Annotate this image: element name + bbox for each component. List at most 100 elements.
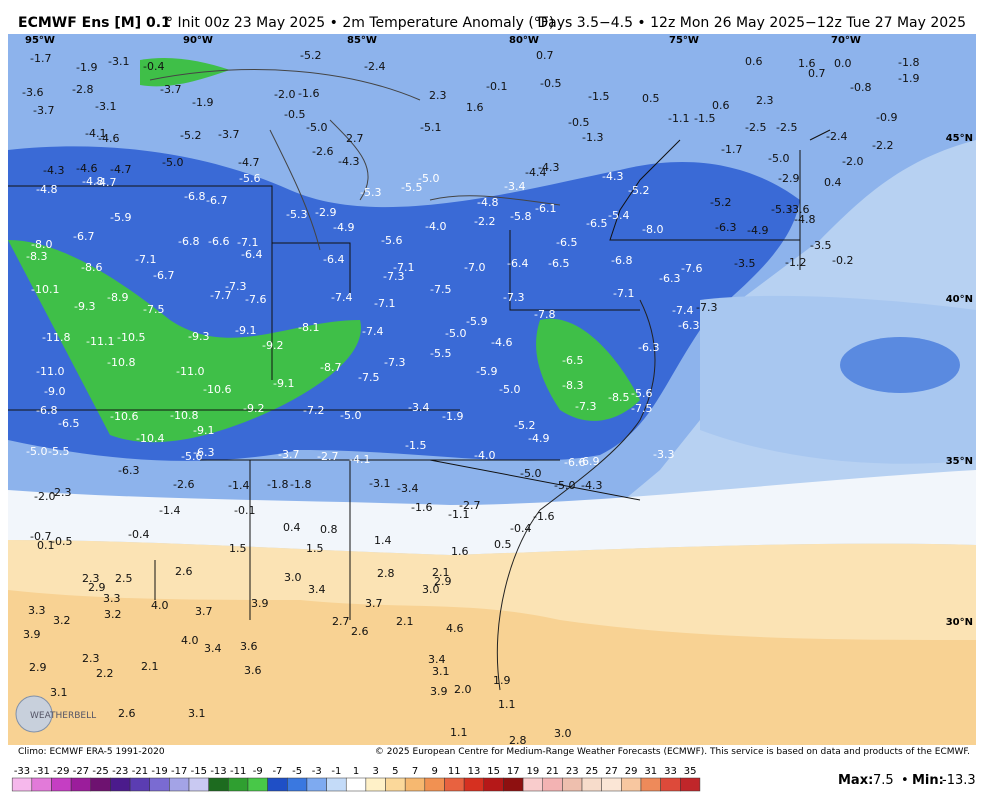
station-value: -3.7 — [278, 448, 299, 461]
station-value: 0.1 — [37, 539, 55, 552]
station-value: -5.2 — [180, 129, 201, 142]
station-value: -6.5 — [586, 217, 607, 230]
station-value: 2.1 — [396, 615, 414, 628]
station-value: -0.5 — [540, 77, 561, 90]
station-value: -5.6 — [631, 387, 652, 400]
colorbar-label: 1 — [353, 766, 359, 777]
station-value: -7.1 — [135, 253, 156, 266]
station-value: -6.7 — [73, 230, 94, 243]
station-value: -2.0 — [842, 155, 863, 168]
station-value: -6.5 — [556, 236, 577, 249]
station-value: 1.4 — [374, 534, 392, 547]
lat-label: 40°N — [946, 294, 973, 305]
station-value: -7.8 — [534, 308, 555, 321]
station-value: -0.5 — [568, 116, 589, 129]
station-value: -0.4 — [510, 522, 531, 535]
station-value: -4.3 — [43, 164, 64, 177]
copyright: © 2025 European Centre for Medium-Range … — [375, 747, 970, 757]
station-value: 1.5 — [306, 542, 324, 555]
station-value: -5.4 — [608, 209, 629, 222]
station-value: -7.5 — [631, 402, 652, 415]
station-value: -4.4 — [525, 166, 546, 179]
colorbar-label: -5 — [292, 766, 302, 777]
station-value: -4.6 — [76, 162, 97, 175]
station-value: -6.7 — [206, 194, 227, 207]
station-value: -2.4 — [826, 130, 847, 143]
boundaries — [8, 69, 831, 691]
colorbar-box — [542, 777, 563, 792]
separator: • — [901, 773, 909, 788]
station-value: 3.1 — [432, 665, 450, 678]
station-value: -2.6 — [312, 145, 333, 158]
station-value: -1.6 — [411, 501, 432, 514]
station-value: -4.8 — [477, 196, 498, 209]
station-value: -5.9 — [476, 365, 497, 378]
colorbar-box — [287, 777, 308, 792]
station-value: 2.9 — [88, 581, 106, 594]
station-value: -3.7 — [160, 83, 181, 96]
lat-label: 45°N — [946, 133, 973, 144]
station-value: -1.1 — [448, 508, 469, 521]
station-value: 3.6 — [244, 664, 262, 677]
station-value: 2.3 — [82, 572, 100, 585]
station-value: -5.5 — [430, 347, 451, 360]
max-label: Max: — [838, 773, 873, 788]
station-value: -2.7 — [459, 499, 480, 512]
station-value: -4.8 — [794, 213, 815, 226]
station-value: -3.6 — [22, 86, 43, 99]
colorbar-label: -27 — [73, 766, 89, 777]
colorbar-box — [208, 777, 229, 792]
station-value: -3.7 — [33, 104, 54, 117]
colorbar-label: 19 — [527, 766, 540, 777]
zone — [536, 318, 640, 421]
station-value: -5.3 — [360, 186, 381, 199]
station-value: -5.2 — [300, 49, 321, 62]
colorbar-label: 3 — [373, 766, 379, 777]
colorbar-box — [129, 777, 150, 792]
station-value: 3.4 — [204, 642, 222, 655]
colorbar-label: -21 — [132, 766, 148, 777]
colorbar-box — [365, 777, 386, 792]
station-value: -7.1 — [393, 261, 414, 274]
colorbar-label: 5 — [392, 766, 398, 777]
station-value: 3.4 — [428, 653, 446, 666]
station-value: 1.5 — [229, 542, 247, 555]
station-value: 2.0 — [454, 683, 472, 696]
station-value: -5.0 — [499, 383, 520, 396]
station-value: -6.9 — [578, 455, 599, 468]
station-value: 4.6 — [446, 622, 464, 635]
station-value: -0.7 — [30, 530, 51, 543]
station-value: -7.5 — [358, 371, 379, 384]
station-value: -5.0 — [554, 479, 575, 492]
station-value: -6.3 — [678, 319, 699, 332]
station-value: -4.3 — [338, 155, 359, 168]
zone — [140, 58, 230, 87]
zone — [8, 240, 361, 443]
lon-label: 70°W — [831, 35, 861, 46]
colorbar-label: 21 — [546, 766, 559, 777]
station-value: -5.3 — [771, 203, 792, 216]
station-value: -5.9 — [110, 211, 131, 224]
station-value: -1.9 — [898, 72, 919, 85]
station-value: -8.9 — [107, 291, 128, 304]
station-value: 2.6 — [351, 625, 369, 638]
station-value: 2.8 — [509, 734, 527, 747]
station-value: -4.6 — [491, 336, 512, 349]
station-value: -2.0 — [274, 88, 295, 101]
station-value: -3.1 — [108, 55, 129, 68]
station-value: -6.8 — [178, 235, 199, 248]
station-value: -5.5 — [48, 445, 69, 458]
station-value: -10.6 — [203, 383, 231, 396]
station-value: -10.1 — [31, 283, 59, 296]
station-value: 2.8 — [377, 567, 395, 580]
colorbar-label: 11 — [448, 766, 461, 777]
station-value: -2.9 — [315, 206, 336, 219]
station-value: -7.1 — [237, 236, 258, 249]
station-value: -3.3 — [653, 448, 674, 461]
station-value: 3.3 — [103, 592, 121, 605]
colorbar-box — [267, 777, 288, 792]
colorbar-label: -3 — [312, 766, 322, 777]
station-value: -1.3 — [582, 131, 603, 144]
station-value: -1.7 — [721, 143, 742, 156]
